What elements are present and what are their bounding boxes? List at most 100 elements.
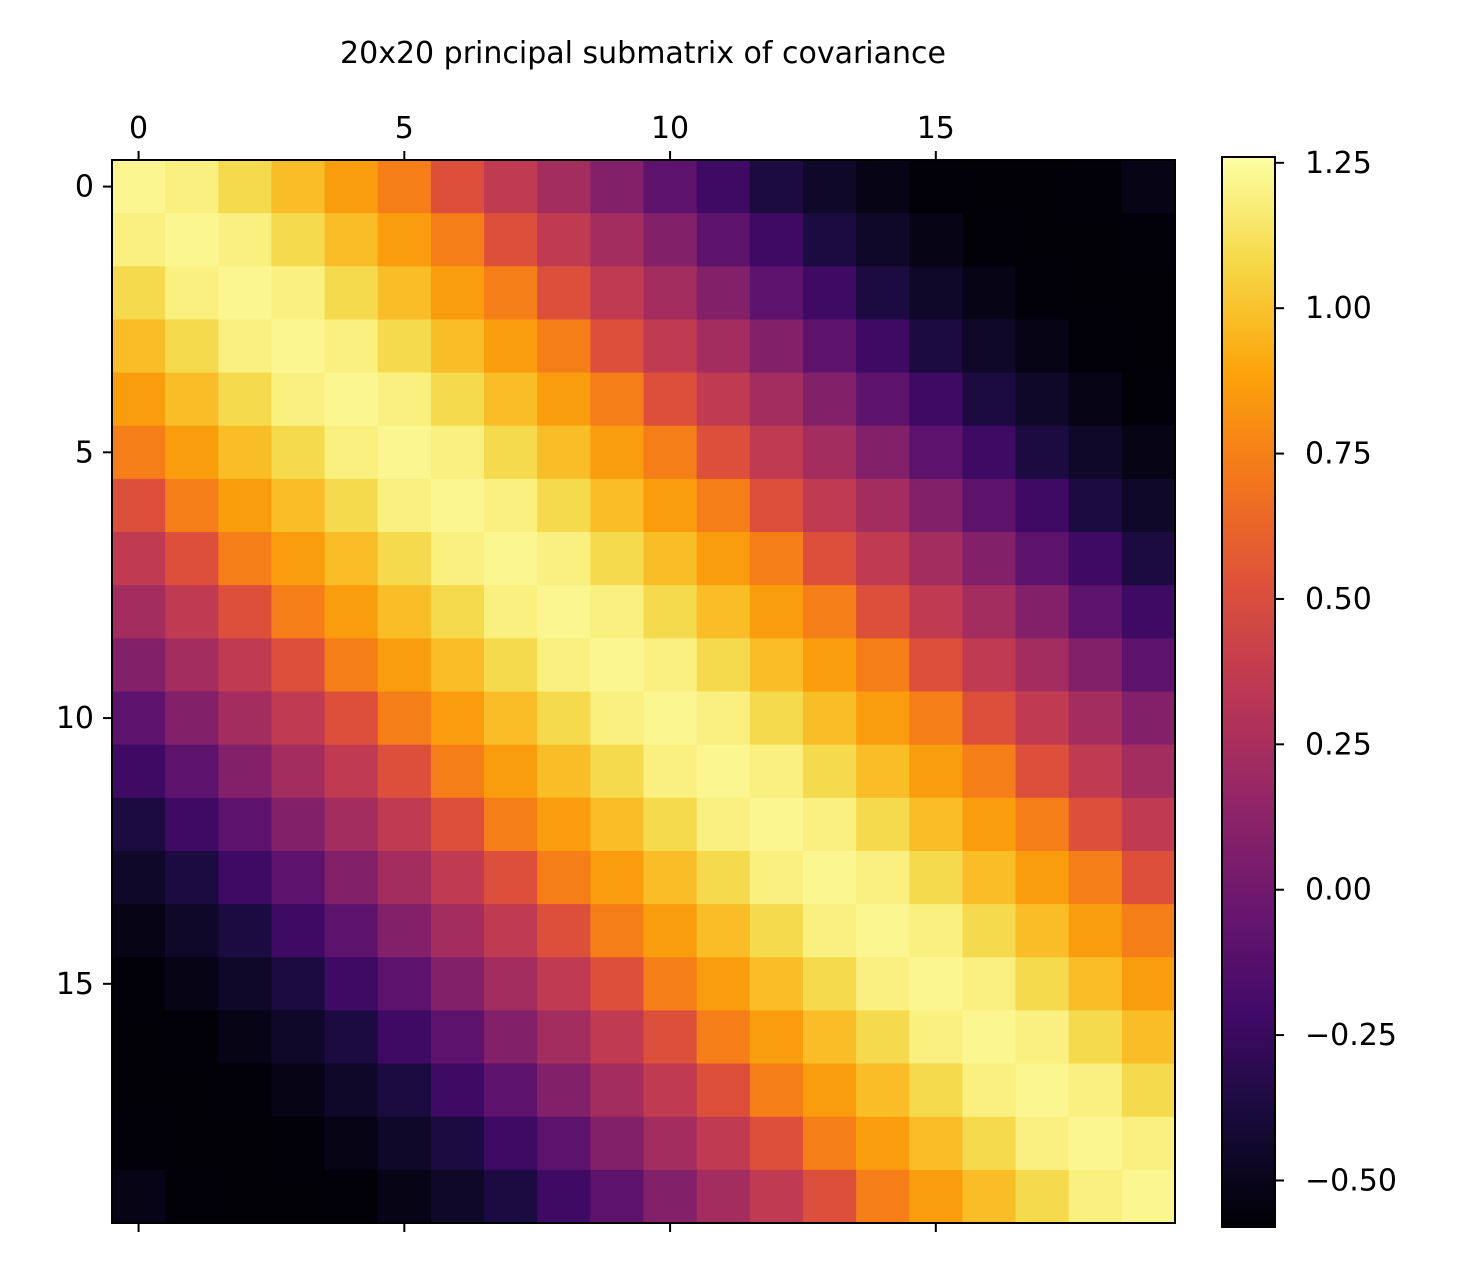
heatmap-cell xyxy=(218,213,273,267)
heatmap-cell xyxy=(112,691,166,746)
heatmap-cell xyxy=(165,478,219,533)
heatmap-cell xyxy=(377,266,432,321)
heatmap-cell xyxy=(909,319,963,374)
heatmap-cell xyxy=(1121,478,1176,533)
heatmap-cell xyxy=(1121,425,1176,480)
colorbar-axis: −0.50 −0.25 0.00 0.25 0.50 0.75 1.00 1.25 xyxy=(1275,146,1397,1198)
heatmap-cell xyxy=(537,904,591,958)
heatmap-cell xyxy=(856,638,910,693)
heatmap-cell xyxy=(218,638,273,693)
heatmap-cell xyxy=(643,266,698,321)
heatmap-cell xyxy=(643,585,698,639)
heatmap-cell xyxy=(271,1116,326,1171)
heatmap-cell xyxy=(1121,1116,1176,1171)
y-tick-label: 0 xyxy=(75,170,94,205)
heatmap-cell xyxy=(643,425,698,480)
heatmap-cell xyxy=(696,160,751,214)
heatmap-cell xyxy=(430,319,485,374)
heatmap-cell xyxy=(643,691,698,746)
heatmap-cell xyxy=(802,372,857,427)
heatmap-cell xyxy=(802,213,857,267)
heatmap-cell xyxy=(1068,213,1123,267)
heatmap-cell xyxy=(484,1063,538,1118)
heatmap-cell xyxy=(696,1169,751,1224)
heatmap-cell xyxy=(1068,532,1123,586)
heatmap-cell xyxy=(377,425,432,480)
heatmap-cell xyxy=(271,957,326,1011)
heatmap-cell xyxy=(537,372,591,427)
heatmap-cell xyxy=(962,904,1017,958)
heatmap-cell xyxy=(112,585,166,639)
heatmap-cell xyxy=(377,478,432,533)
heatmap-cell xyxy=(1068,1116,1123,1171)
heatmap-cell xyxy=(218,904,273,958)
chart-title: 20x20 principal submatrix of covariance xyxy=(340,36,946,71)
heatmap-cell xyxy=(696,957,751,1011)
heatmap-cell xyxy=(590,213,645,267)
heatmap-cell xyxy=(696,904,751,958)
heatmap-cell xyxy=(1068,372,1123,427)
colorbar-tick-label: 0.75 xyxy=(1305,437,1372,472)
heatmap-cell xyxy=(377,532,432,586)
heatmap-cell xyxy=(112,425,166,480)
heatmap-cell xyxy=(537,160,591,214)
heatmap-cell xyxy=(377,319,432,374)
heatmap-cell xyxy=(112,797,166,852)
heatmap-cell xyxy=(377,1116,432,1171)
heatmap-cell xyxy=(430,850,485,905)
heatmap-cell xyxy=(856,213,910,267)
heatmap-cell xyxy=(749,1116,804,1171)
colorbar-tick-label: 1.00 xyxy=(1305,291,1372,326)
heatmap-cell xyxy=(324,691,379,746)
heatmap-cell xyxy=(1015,160,1070,214)
heatmap-cell xyxy=(484,425,538,480)
heatmap-cell xyxy=(643,160,698,214)
heatmap-cell xyxy=(324,957,379,1011)
heatmap-cell xyxy=(484,744,538,799)
heatmap-cell xyxy=(484,638,538,693)
heatmap-cell xyxy=(218,585,273,639)
heatmap-cell xyxy=(749,372,804,427)
heatmap-cell xyxy=(430,425,485,480)
heatmap-cell xyxy=(909,425,963,480)
heatmap-cell xyxy=(802,850,857,905)
heatmap-cell xyxy=(324,744,379,799)
heatmap-cell xyxy=(643,372,698,427)
heatmap-cell xyxy=(749,478,804,533)
heatmap-cell xyxy=(696,213,751,267)
heatmap-cell xyxy=(484,797,538,852)
heatmap-cell xyxy=(271,744,326,799)
heatmap-cell xyxy=(484,1169,538,1224)
heatmap-cell xyxy=(218,957,273,1011)
heatmap-cell xyxy=(856,1063,910,1118)
heatmap-cell xyxy=(430,372,485,427)
heatmap-cell xyxy=(377,1010,432,1065)
colorbar-gradient xyxy=(1222,157,1275,1227)
heatmap-cell xyxy=(537,585,591,639)
heatmap-cell xyxy=(377,957,432,1011)
heatmap-cell xyxy=(909,160,963,214)
heatmap-cell xyxy=(377,213,432,267)
heatmap-cell xyxy=(1015,585,1070,639)
heatmap-cell xyxy=(484,957,538,1011)
heatmap-cell xyxy=(324,266,379,321)
heatmap-cell xyxy=(909,478,963,533)
heatmap-cell xyxy=(324,797,379,852)
heatmap-cell xyxy=(165,319,219,374)
heatmap-cell xyxy=(537,532,591,586)
heatmap-cell xyxy=(802,691,857,746)
heatmap-cell xyxy=(962,957,1017,1011)
heatmap-cell xyxy=(590,372,645,427)
heatmap-cell xyxy=(1015,372,1070,427)
heatmap-cell xyxy=(696,1010,751,1065)
heatmap-cell xyxy=(112,1169,166,1224)
heatmap-cell xyxy=(218,532,273,586)
heatmap-cell xyxy=(218,319,273,374)
heatmap-cell xyxy=(1015,691,1070,746)
heatmap-cell xyxy=(271,266,326,321)
colorbar-tick-label: 0.50 xyxy=(1305,582,1372,617)
heatmap-cell xyxy=(377,372,432,427)
heatmap-cell xyxy=(377,638,432,693)
heatmap-cell xyxy=(484,319,538,374)
heatmap-cell xyxy=(165,1169,219,1224)
